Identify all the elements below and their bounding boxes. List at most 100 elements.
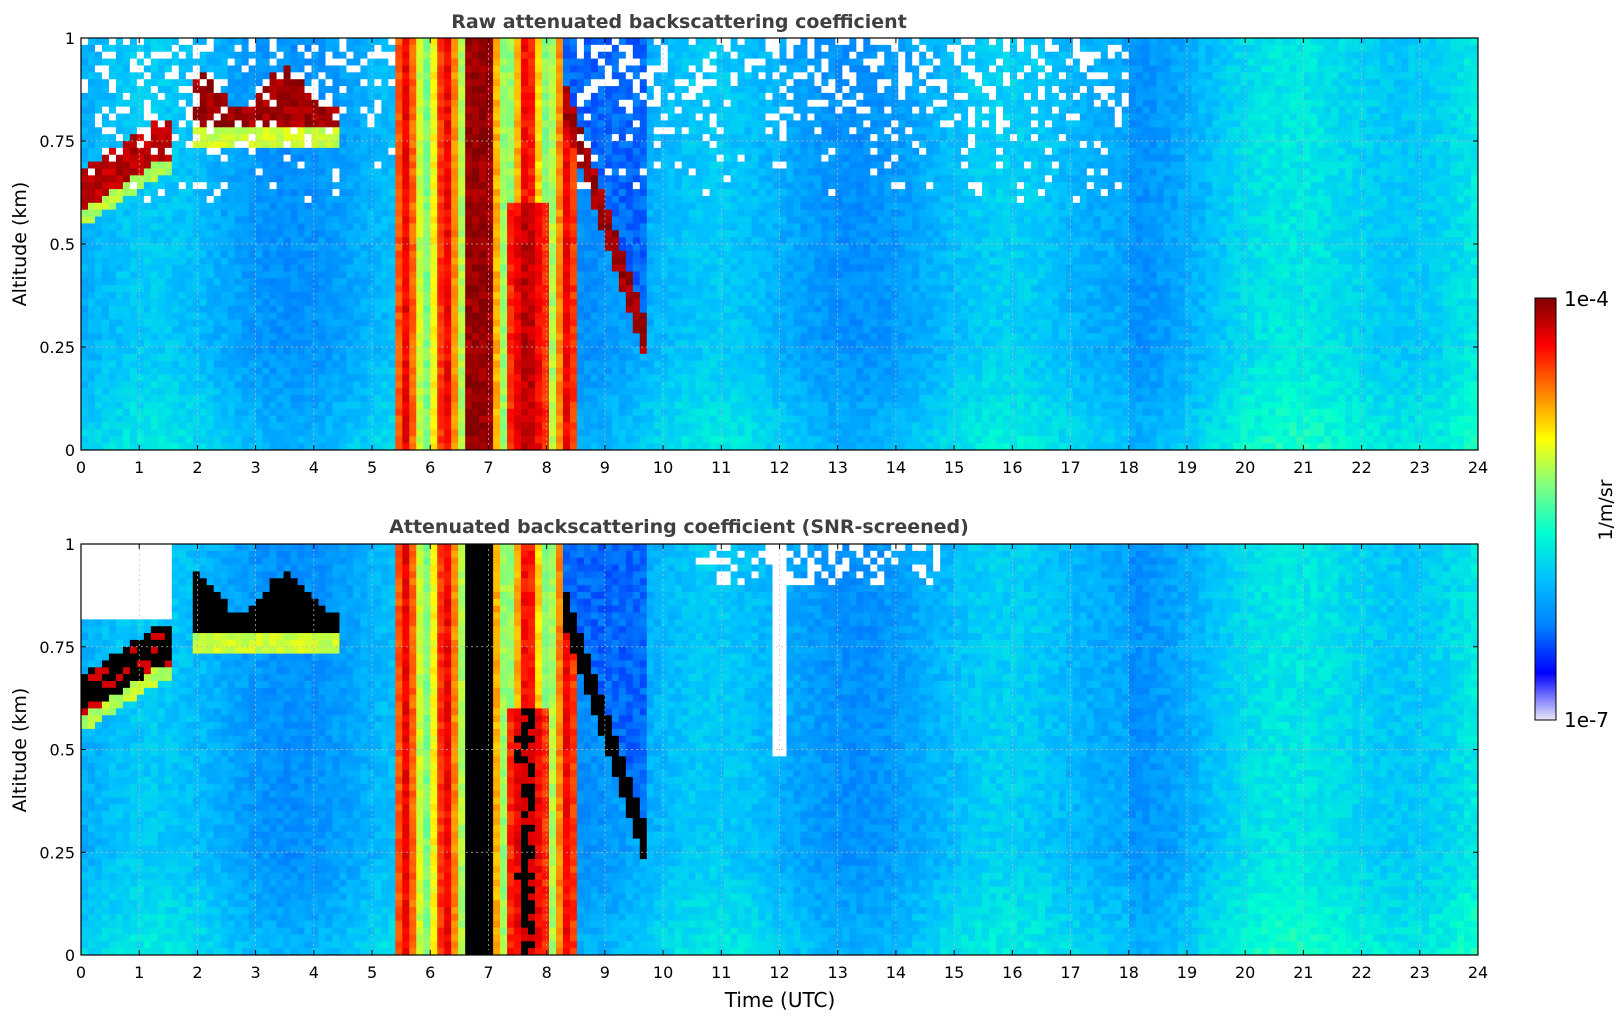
heatmap-cell bbox=[479, 319, 487, 327]
heatmap-cell bbox=[458, 285, 466, 293]
heatmap-cell bbox=[646, 436, 655, 444]
heatmap-cell bbox=[409, 161, 417, 170]
heatmap-cell bbox=[108, 58, 117, 67]
heatmap-cell bbox=[255, 285, 264, 293]
heatmap-cell bbox=[150, 360, 159, 369]
heatmap-cell bbox=[101, 120, 110, 128]
heatmap-cell bbox=[535, 395, 543, 403]
heatmap-cell bbox=[374, 395, 382, 403]
heatmap-cell bbox=[437, 161, 445, 170]
heatmap-cell bbox=[255, 113, 264, 121]
heatmap-cell bbox=[395, 381, 403, 389]
heatmap-cell bbox=[164, 223, 173, 231]
heatmap-cell bbox=[583, 415, 592, 424]
heatmap-cell bbox=[360, 216, 368, 224]
heatmap-cell bbox=[220, 298, 229, 307]
heatmap-cell bbox=[465, 195, 473, 204]
heatmap-cell bbox=[283, 230, 292, 238]
heatmap-cell bbox=[136, 278, 145, 286]
heatmap-cell bbox=[283, 340, 292, 348]
heatmap-cell bbox=[129, 305, 138, 314]
heatmap-cell bbox=[178, 195, 187, 204]
heatmap-cell bbox=[521, 443, 529, 450]
heatmap-cell bbox=[115, 388, 124, 396]
heatmap-cell bbox=[597, 353, 606, 362]
heatmap-cell bbox=[81, 195, 89, 204]
heatmap-cell bbox=[542, 65, 550, 73]
heatmap-cell bbox=[248, 244, 257, 252]
heatmap-cell bbox=[632, 408, 641, 417]
heatmap-cell bbox=[465, 86, 473, 94]
heatmap-cell bbox=[220, 44, 229, 53]
heatmap-cell bbox=[465, 72, 473, 80]
heatmap-cell bbox=[276, 65, 285, 73]
heatmap-cell bbox=[430, 230, 438, 238]
heatmap-cell bbox=[164, 244, 173, 252]
heatmap-cell bbox=[542, 347, 550, 355]
heatmap-cell bbox=[262, 244, 271, 252]
heatmap-cell bbox=[618, 51, 627, 60]
heatmap-cell bbox=[437, 92, 445, 101]
heatmap-cell bbox=[465, 292, 473, 300]
heatmap-cell bbox=[262, 86, 271, 94]
heatmap-cell bbox=[81, 333, 89, 341]
heatmap-cell bbox=[241, 271, 250, 279]
heatmap-cell bbox=[213, 182, 222, 190]
heatmap-cell bbox=[528, 51, 536, 60]
heatmap-cell bbox=[646, 44, 655, 53]
heatmap-cell bbox=[325, 44, 334, 53]
heatmap-cell bbox=[555, 367, 564, 376]
heatmap-cell bbox=[178, 168, 187, 176]
heatmap-cell bbox=[269, 161, 278, 170]
heatmap-cell bbox=[255, 182, 264, 190]
heatmap-cell bbox=[297, 312, 306, 321]
heatmap-cell bbox=[360, 120, 368, 128]
heatmap-cell bbox=[199, 44, 208, 53]
heatmap-cell bbox=[507, 353, 515, 362]
heatmap-cell bbox=[360, 106, 368, 115]
heatmap-cell bbox=[150, 237, 159, 245]
heatmap-cell bbox=[472, 154, 480, 163]
heatmap-cell bbox=[583, 395, 592, 403]
heatmap-cell bbox=[367, 312, 375, 321]
heatmap-cell bbox=[409, 422, 417, 430]
heatmap-cell bbox=[213, 113, 222, 121]
heatmap-cell bbox=[486, 168, 494, 176]
heatmap-cell bbox=[590, 298, 599, 307]
heatmap-cell bbox=[507, 127, 515, 135]
heatmap-cell bbox=[129, 154, 138, 163]
heatmap-cell bbox=[234, 175, 243, 183]
heatmap-cell bbox=[472, 86, 480, 94]
heatmap-cell bbox=[290, 408, 299, 417]
heatmap-cell bbox=[269, 367, 278, 376]
heatmap-cell bbox=[646, 86, 655, 94]
heatmap-cell bbox=[290, 278, 299, 286]
heatmap-cell bbox=[220, 429, 229, 437]
heatmap-cell bbox=[255, 161, 264, 170]
heatmap-cell bbox=[115, 353, 124, 362]
heatmap-cell bbox=[311, 244, 320, 252]
heatmap-cell bbox=[451, 367, 459, 376]
heatmap-cell bbox=[234, 257, 243, 266]
heatmap-cell bbox=[542, 230, 550, 238]
heatmap-cell bbox=[171, 51, 180, 60]
heatmap-cell bbox=[122, 58, 131, 67]
heatmap-cell bbox=[555, 182, 564, 190]
heatmap-cell bbox=[276, 230, 285, 238]
heatmap-cell bbox=[290, 92, 299, 101]
heatmap-cell bbox=[234, 99, 243, 108]
heatmap-cell bbox=[150, 388, 159, 396]
heatmap-cell bbox=[416, 72, 424, 80]
heatmap-cell bbox=[318, 175, 327, 183]
heatmap-cell bbox=[129, 312, 138, 321]
heatmap-cell bbox=[171, 436, 180, 444]
heatmap-cell bbox=[101, 360, 110, 369]
heatmap-cell bbox=[535, 415, 543, 424]
heatmap-cell bbox=[549, 415, 557, 424]
heatmap-cell bbox=[569, 230, 578, 238]
heatmap-cell bbox=[171, 154, 180, 163]
heatmap-cell bbox=[192, 58, 201, 67]
heatmap-cell bbox=[339, 202, 348, 211]
heatmap-cell bbox=[81, 271, 89, 279]
heatmap-cell bbox=[101, 333, 110, 341]
